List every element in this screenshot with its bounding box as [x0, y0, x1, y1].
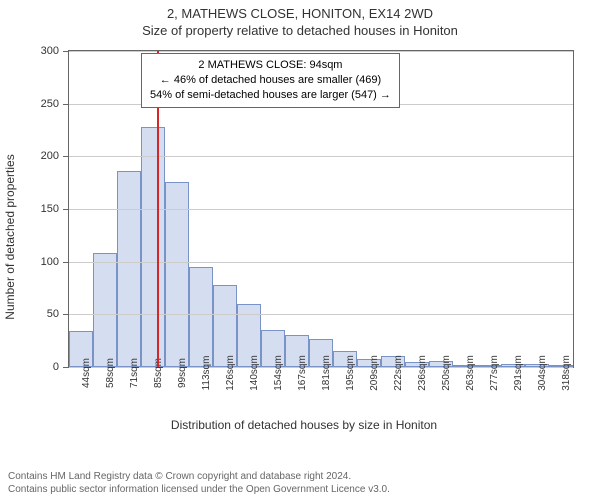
- x-tick-label: 126sqm: [225, 355, 236, 391]
- histogram-bar: [141, 127, 165, 367]
- x-tick-label: 291sqm: [513, 355, 524, 391]
- y-tick: [63, 156, 69, 157]
- x-tick-label: 209sqm: [369, 355, 380, 391]
- callout-box: 2 MATHEWS CLOSE: 94sqm← 46% of detached …: [141, 53, 400, 108]
- footer-attribution: Contains HM Land Registry data © Crown c…: [8, 470, 592, 496]
- x-tick-label: 304sqm: [537, 355, 548, 391]
- gridline: [69, 262, 573, 263]
- x-tick-label: 99sqm: [177, 358, 188, 388]
- chart-title-main: 2, MATHEWS CLOSE, HONITON, EX14 2WD: [0, 0, 600, 21]
- y-tick-label: 200: [41, 150, 59, 162]
- y-axis-label: Number of detached properties: [3, 154, 17, 319]
- x-tick-label: 318sqm: [561, 355, 572, 391]
- y-tick: [63, 262, 69, 263]
- x-tick-label: 167sqm: [297, 355, 308, 391]
- x-tick-label: 154sqm: [273, 355, 284, 391]
- x-tick-label: 44sqm: [81, 358, 92, 388]
- y-tick-label: 250: [41, 98, 59, 110]
- y-tick-label: 0: [53, 361, 59, 373]
- histogram-bar: [93, 253, 117, 367]
- x-tick-label: 263sqm: [465, 355, 476, 391]
- y-tick: [63, 314, 69, 315]
- chart-wrap: Number of detached properties 0501001502…: [28, 44, 580, 430]
- histogram-bar: [189, 267, 213, 367]
- footer-line-1: Contains HM Land Registry data © Crown c…: [8, 470, 592, 483]
- y-tick-label: 150: [41, 203, 59, 215]
- chart-container: 2, MATHEWS CLOSE, HONITON, EX14 2WD Size…: [0, 0, 600, 500]
- x-tick-label: 140sqm: [249, 355, 260, 391]
- y-tick-label: 50: [47, 308, 59, 320]
- footer-line-2: Contains public sector information licen…: [8, 483, 592, 496]
- x-tick-label: 236sqm: [417, 355, 428, 391]
- x-tick-label: 195sqm: [345, 355, 356, 391]
- callout-line: 54% of semi-detached houses are larger (…: [150, 88, 391, 103]
- plot-area: 05010015020025030044sqm58sqm71sqm85sqm99…: [68, 50, 574, 368]
- y-tick: [63, 209, 69, 210]
- x-tick-label: 113sqm: [201, 356, 212, 391]
- callout-line: ← 46% of detached houses are smaller (46…: [150, 73, 391, 88]
- y-tick: [63, 51, 69, 52]
- y-tick: [63, 104, 69, 105]
- gridline: [69, 209, 573, 210]
- y-tick: [63, 367, 69, 368]
- x-axis-label: Distribution of detached houses by size …: [171, 418, 437, 432]
- x-tick-label: 250sqm: [441, 355, 452, 391]
- x-tick-label: 58sqm: [105, 358, 116, 388]
- gridline: [69, 156, 573, 157]
- gridline: [69, 314, 573, 315]
- x-tick-label: 71sqm: [129, 358, 140, 388]
- gridline: [69, 51, 573, 52]
- chart-title-sub: Size of property relative to detached ho…: [0, 21, 600, 38]
- histogram-bar: [117, 171, 141, 367]
- callout-line: 2 MATHEWS CLOSE: 94sqm: [150, 58, 391, 73]
- y-tick-label: 100: [41, 256, 59, 268]
- y-tick-label: 300: [41, 45, 59, 57]
- x-tick-label: 181sqm: [321, 355, 332, 391]
- x-tick-label: 222sqm: [393, 355, 404, 391]
- x-tick-label: 277sqm: [489, 355, 500, 391]
